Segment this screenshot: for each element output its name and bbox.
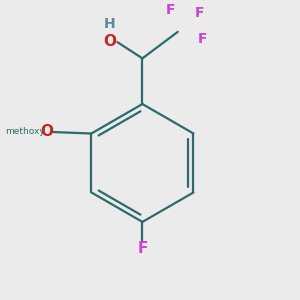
Text: H: H xyxy=(104,16,116,31)
Text: O: O xyxy=(40,124,53,139)
Text: F: F xyxy=(195,6,205,20)
Text: F: F xyxy=(166,3,175,17)
Text: methoxy: methoxy xyxy=(5,127,45,136)
Text: F: F xyxy=(137,241,148,256)
Text: F: F xyxy=(198,32,208,46)
Text: O: O xyxy=(103,34,116,49)
